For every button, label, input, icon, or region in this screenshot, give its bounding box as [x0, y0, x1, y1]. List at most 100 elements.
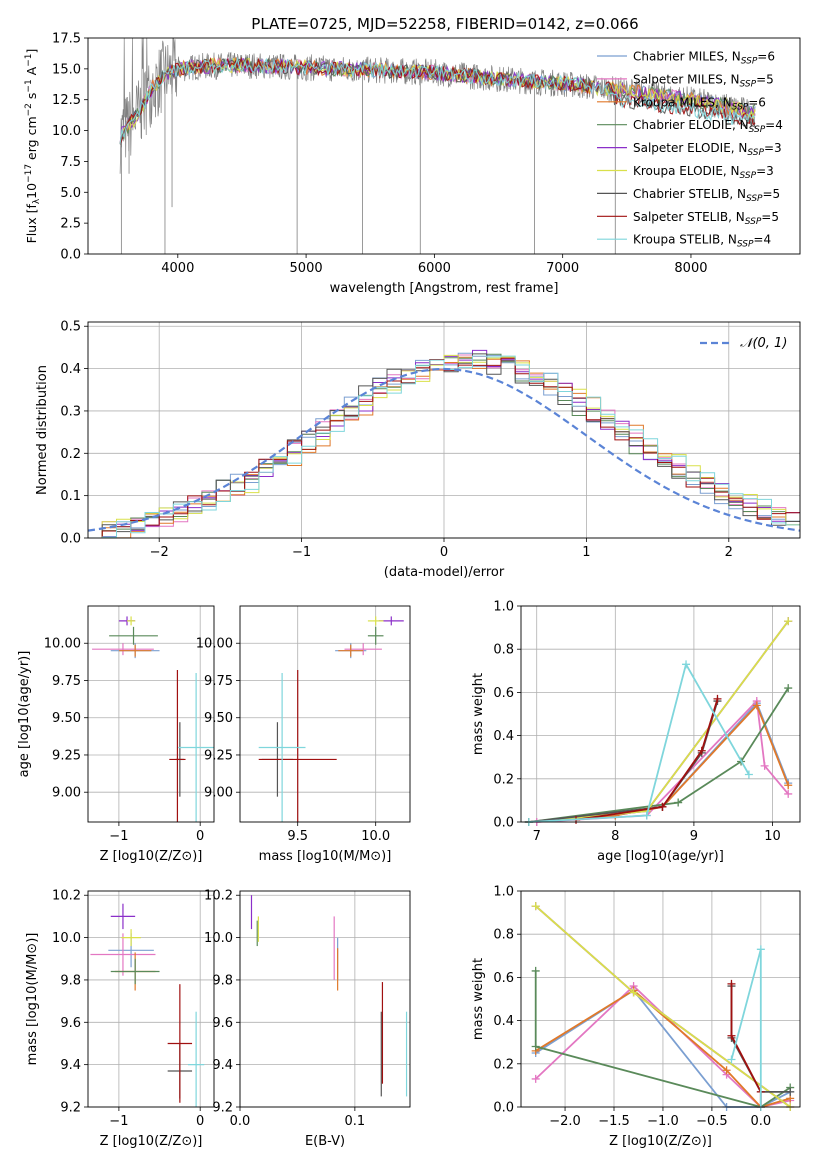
weight-marker [784, 781, 793, 790]
y-tick-label: 7.5 [60, 155, 81, 170]
weight-marker [674, 798, 683, 807]
weight-marker [760, 761, 769, 770]
legend-label: Chabrier STELIB, NSSP=5 [633, 187, 780, 204]
y-tick-label: 9.8 [212, 973, 233, 988]
legend-label: Kroupa STELIB, NSSP=4 [633, 233, 771, 250]
weight-marker [531, 1074, 540, 1083]
legend-label: Chabrier MILES, NSSP=6 [633, 50, 775, 67]
age-vs-mass-panel: 9.5 10.0 9.00 9.25 9.50 9.75 10.00 mass [log10(… [196, 605, 411, 864]
y-tick-label: 9.2 [60, 1101, 81, 1116]
y-tick-label: 9.25 [204, 748, 233, 763]
y-tick-label: 0.4 [493, 729, 514, 744]
normal-curve [88, 367, 800, 532]
weight-marker [727, 1031, 736, 1040]
x-tick-label: 2 [725, 545, 733, 560]
x-tick-label: −1.5 [598, 1114, 630, 1129]
x-tick-label: 4000 [161, 261, 194, 276]
y-tick-label: 2.5 [60, 217, 81, 232]
x-tick-label: 0 [440, 545, 448, 560]
weight-line-chabrier-stelib [528, 700, 719, 823]
figure-title: PLATE=0725, MJD=52258, FIBERID=0142, z=0… [251, 15, 638, 33]
x-tick-label: 9 [690, 829, 698, 844]
y-tick-label: 10.0 [52, 931, 81, 946]
x-tick-label: 7 [533, 829, 541, 844]
y-tick-label: 9.75 [204, 674, 233, 689]
x-axis-label: (data-model)/error [384, 565, 505, 580]
y-tick-label: 10.00 [196, 637, 233, 652]
weight-marker [713, 694, 722, 703]
error-bars [92, 616, 214, 822]
axes-frame [87, 605, 215, 823]
axes-frame [520, 890, 801, 1108]
y-tick-label: 10.2 [204, 889, 233, 904]
weight-line-kroupa-elodie [528, 620, 789, 823]
legend-label: Chabrier ELODIE, NSSP=4 [633, 118, 783, 135]
x-axis-label: Z [log10(Z/Z⊙)] [100, 849, 203, 864]
x-tick-label: 0 [196, 829, 204, 844]
y-tick-label: 9.8 [60, 973, 81, 988]
y-tick-label: 0.2 [493, 772, 514, 787]
y-tick-label: 1.0 [493, 600, 514, 615]
y-tick-label: 9.00 [204, 786, 233, 801]
model-spectrum-kroupa-stelib [119, 56, 756, 145]
x-axis-label: mass [log10(M/M⊙)] [259, 849, 392, 864]
weight-line-chabrier-elodie [528, 687, 789, 823]
x-tick-label: 0.0 [230, 1114, 251, 1129]
y-tick-label: 9.50 [204, 711, 233, 726]
y-tick-label: 15.0 [52, 62, 81, 77]
y-axis-label: Flux [fλ10−17 erg cm−2 s−1 A−1] [24, 49, 42, 244]
model-spectrum-chabrier-stelib [119, 57, 756, 145]
spectrum-panel: 4000 5000 6000 7000 8000 0.0 2.5 5.0 7.5 10.0 12.5… [24, 32, 801, 296]
weight-lines [524, 617, 793, 826]
axes-frame [239, 890, 411, 1108]
y-tick-label: 9.50 [52, 711, 81, 726]
x-tick-label: −1 [109, 1114, 128, 1129]
legend-label: 𝒩(0, 1) [740, 336, 787, 351]
x-tick-label: 0.1 [345, 1114, 366, 1129]
y-tick-label: 0.8 [493, 643, 514, 658]
x-tick-label: 5000 [290, 261, 323, 276]
y-tick-label: 0.2 [60, 447, 81, 462]
x-tick-label: −2 [150, 545, 169, 560]
error-bars [258, 616, 404, 822]
spectrum-legend: Chabrier MILES, NSSP=6 Salpeter MILES, NS… [597, 50, 783, 250]
y-tick-label: 9.4 [60, 1058, 81, 1073]
weight-marker [531, 1042, 540, 1051]
legend-label: Salpeter ELODIE, NSSP=3 [633, 141, 782, 158]
y-tick-label: 0.3 [60, 404, 81, 419]
y-axis-label: mass [log10(M/M⊙)] [25, 933, 40, 1066]
axes-frame [87, 890, 215, 1108]
y-tick-label: 0.4 [60, 362, 81, 377]
x-tick-label: 7000 [546, 261, 579, 276]
legend-label: Salpeter STELIB, NSSP=5 [633, 210, 779, 227]
axes-frame [520, 605, 801, 823]
weight-marker [722, 1066, 731, 1075]
y-tick-label: 10.0 [52, 124, 81, 139]
y-tick-label: 9.00 [52, 786, 81, 801]
y-tick-label: 0.8 [493, 928, 514, 943]
x-tick-label: 9.5 [287, 829, 308, 844]
axes-frame [87, 321, 801, 539]
mass-vs-Z-panel: −1 0 9.2 9.4 9.6 9.8 10.0 10.2 Z [log10(Z/Z⊙)] ma… [25, 889, 215, 1149]
x-tick-label: −1.0 [647, 1114, 679, 1129]
weight-vs-age-panel: 7 8 9 10 0.0 0.2 0.4 0.6 0.8 1.0 age [log10(age/yr… [471, 600, 801, 864]
y-tick-label: 10.00 [44, 637, 81, 652]
y-tick-label: 9.25 [52, 748, 81, 763]
y-tick-label: 9.6 [60, 1016, 81, 1031]
y-axis-label: mass weight [471, 673, 486, 755]
y-axis-label: mass weight [471, 958, 486, 1040]
x-axis-label: wavelength [Angstrom, rest frame] [330, 281, 559, 296]
axes-frame [239, 605, 411, 823]
axes-frame [87, 37, 801, 255]
x-tick-label: 10.0 [361, 829, 390, 844]
weight-marker [697, 746, 706, 755]
weight-lines [531, 902, 795, 1111]
weight-marker [756, 945, 765, 954]
weight-line-salpeter-stelib [575, 698, 719, 821]
x-axis-label: age [log10(age/yr)] [597, 849, 724, 864]
y-tick-label: 12.5 [52, 93, 81, 108]
x-tick-label: −1 [292, 545, 311, 560]
model-spectrum-chabrier-elodie [119, 56, 756, 145]
error-bars [90, 903, 205, 1107]
